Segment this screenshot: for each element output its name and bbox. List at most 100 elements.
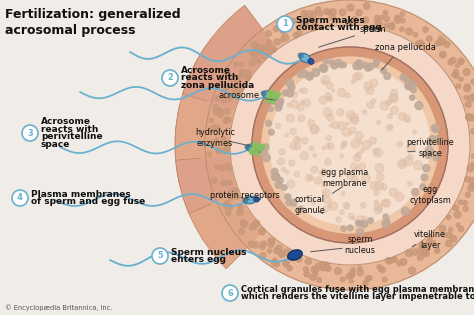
Circle shape (374, 200, 378, 204)
Circle shape (217, 150, 221, 154)
Circle shape (301, 10, 307, 16)
Wedge shape (201, 145, 350, 251)
Circle shape (388, 114, 392, 118)
Circle shape (463, 68, 470, 75)
Circle shape (213, 105, 219, 110)
Circle shape (328, 204, 332, 207)
Circle shape (271, 100, 274, 104)
Circle shape (384, 23, 389, 28)
Circle shape (392, 256, 397, 262)
Text: perivitelline
space: perivitelline space (406, 138, 454, 158)
Circle shape (266, 98, 270, 102)
Circle shape (470, 163, 474, 167)
Circle shape (283, 261, 289, 267)
Circle shape (365, 276, 371, 282)
Circle shape (362, 140, 371, 149)
Circle shape (263, 144, 269, 150)
Circle shape (347, 4, 354, 11)
Circle shape (370, 181, 379, 190)
Ellipse shape (242, 198, 248, 203)
Circle shape (287, 103, 292, 107)
Circle shape (459, 77, 463, 81)
Circle shape (337, 122, 346, 130)
Circle shape (401, 19, 405, 23)
Circle shape (296, 255, 301, 260)
Circle shape (228, 191, 233, 196)
Circle shape (425, 146, 433, 154)
Circle shape (214, 138, 219, 142)
Circle shape (301, 137, 308, 144)
Circle shape (423, 27, 428, 32)
Circle shape (346, 171, 355, 180)
Circle shape (323, 58, 329, 64)
Ellipse shape (298, 53, 304, 58)
Circle shape (425, 247, 429, 252)
Circle shape (356, 220, 361, 226)
Circle shape (359, 163, 365, 170)
Circle shape (363, 281, 368, 286)
Circle shape (423, 164, 430, 172)
Circle shape (380, 101, 389, 110)
Circle shape (355, 167, 359, 172)
Circle shape (221, 98, 227, 103)
Circle shape (284, 261, 289, 265)
Wedge shape (200, 59, 350, 158)
Circle shape (435, 249, 439, 253)
Circle shape (409, 267, 415, 274)
Circle shape (279, 20, 284, 26)
Circle shape (235, 77, 240, 83)
Circle shape (438, 36, 443, 41)
Circle shape (260, 148, 267, 156)
Circle shape (421, 250, 427, 256)
Circle shape (450, 57, 456, 63)
Circle shape (391, 106, 398, 114)
Circle shape (349, 271, 355, 277)
Circle shape (373, 61, 379, 67)
Circle shape (327, 10, 332, 15)
Circle shape (468, 185, 474, 192)
Circle shape (223, 84, 230, 90)
Circle shape (221, 180, 227, 186)
Circle shape (290, 128, 296, 135)
Circle shape (407, 144, 415, 152)
Circle shape (427, 36, 432, 42)
Circle shape (249, 224, 256, 230)
Circle shape (458, 226, 464, 232)
Circle shape (456, 84, 461, 89)
Circle shape (413, 130, 417, 134)
Circle shape (252, 144, 255, 148)
Circle shape (232, 87, 238, 93)
Circle shape (218, 111, 224, 117)
Circle shape (350, 127, 356, 133)
Circle shape (332, 121, 339, 128)
Circle shape (439, 52, 446, 58)
Circle shape (286, 79, 293, 87)
Circle shape (451, 236, 457, 242)
Circle shape (358, 266, 362, 271)
Circle shape (377, 265, 382, 269)
Circle shape (323, 192, 327, 195)
Circle shape (387, 101, 391, 105)
Circle shape (414, 161, 422, 169)
Circle shape (349, 132, 352, 135)
Circle shape (351, 140, 360, 148)
Circle shape (240, 220, 245, 225)
Circle shape (337, 89, 346, 97)
Circle shape (433, 126, 439, 132)
Circle shape (349, 279, 353, 283)
Circle shape (388, 258, 393, 263)
Circle shape (279, 99, 284, 104)
Circle shape (304, 272, 310, 277)
Circle shape (400, 12, 404, 16)
Circle shape (239, 63, 243, 67)
Circle shape (361, 220, 367, 227)
Circle shape (291, 91, 298, 98)
Circle shape (367, 101, 374, 109)
Circle shape (162, 70, 178, 86)
Circle shape (385, 258, 392, 264)
Circle shape (332, 89, 335, 92)
Circle shape (245, 72, 251, 78)
Circle shape (268, 242, 273, 248)
Circle shape (221, 137, 226, 141)
Circle shape (420, 184, 426, 190)
